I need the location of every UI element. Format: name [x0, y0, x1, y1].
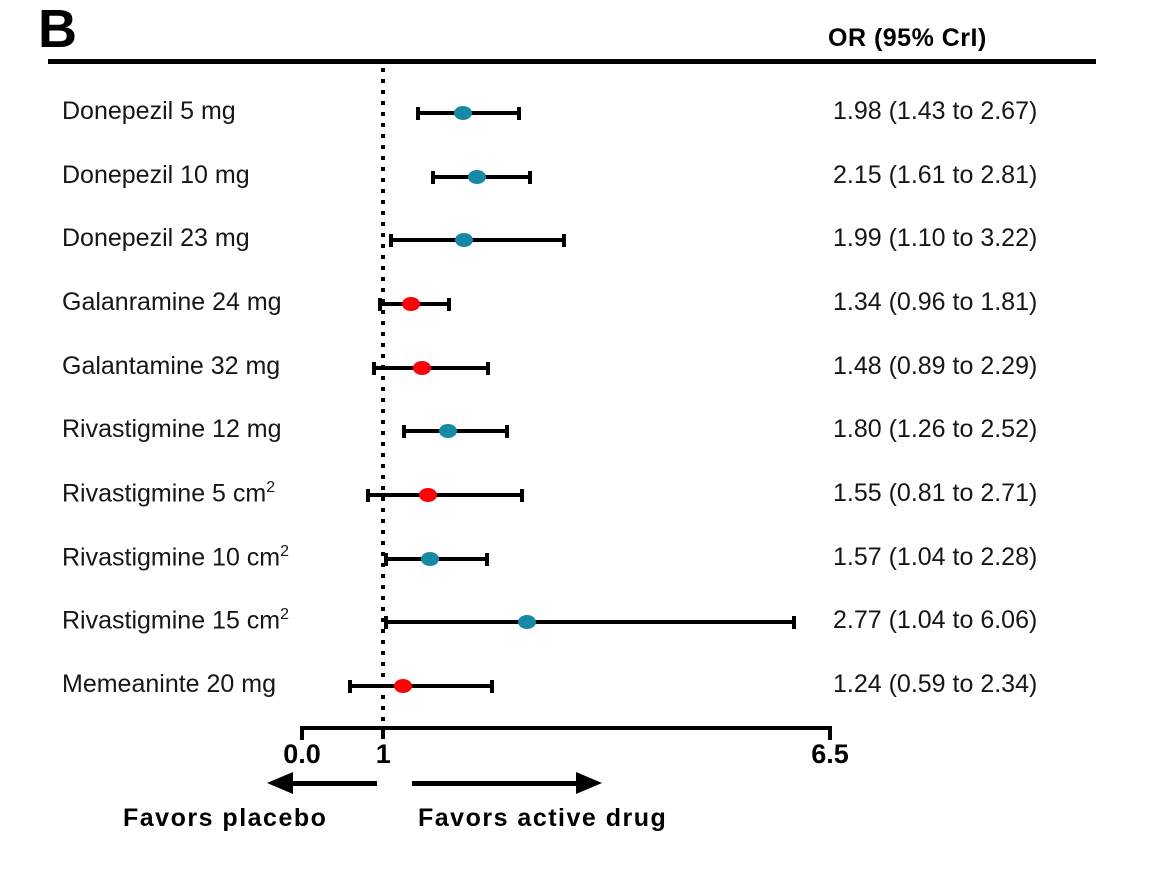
row-label: Donepezil 5 mg	[62, 97, 236, 125]
or-ci-value: 2.77 (1.04 to 6.06)	[833, 606, 1038, 635]
ci-cap	[516, 107, 521, 120]
ci-cap	[486, 361, 491, 375]
axis-tick-mark	[827, 726, 832, 740]
ci-whisker	[391, 238, 564, 243]
point-estimate-dot	[413, 360, 432, 375]
point-estimate-dot	[418, 488, 437, 503]
ci-cap	[504, 425, 509, 439]
x-axis-line	[302, 726, 832, 730]
row-label: Galantamine 32 mg	[62, 351, 281, 380]
ci-whisker	[349, 684, 493, 689]
reference-line-dotted	[381, 68, 385, 726]
ci-cap	[485, 552, 490, 566]
point-estimate-dot	[439, 424, 458, 439]
right-arrowhead-icon	[576, 772, 602, 794]
point-estimate-dot	[467, 169, 486, 184]
row-label: Donepezil 10 mg	[62, 160, 250, 189]
ci-cap	[490, 680, 495, 694]
ci-cap	[561, 234, 566, 248]
point-estimate-dot	[518, 615, 536, 630]
favors-placebo-arrow	[292, 781, 377, 786]
point-estimate-dot	[401, 297, 420, 311]
or-ci-value: 1.57 (1.04 to 2.28)	[833, 542, 1038, 571]
or-column-header: OR (95% CrI)	[828, 24, 987, 52]
axis-tick-mark	[300, 726, 304, 740]
axis-tick-label: 6.5	[811, 739, 849, 769]
or-ci-value: 1.48 (0.89 to 2.29)	[833, 351, 1038, 380]
row-label: Rivastigmine 5 cm2	[62, 479, 276, 508]
or-ci-value: 2.15 (1.61 to 2.81)	[833, 160, 1038, 189]
ci-cap	[384, 552, 389, 566]
row-label: Galanramine 24 mg	[62, 288, 282, 316]
or-ci-value: 1.98 (1.43 to 2.67)	[833, 97, 1038, 125]
axis-tick-label: 1	[375, 739, 391, 769]
or-ci-value: 1.55 (0.81 to 2.71)	[833, 479, 1038, 508]
favors-placebo-label: Favors placebo	[123, 804, 328, 832]
ci-cap	[416, 107, 421, 120]
ci-cap	[377, 298, 382, 311]
row-label: Memeaninte 20 mg	[62, 670, 277, 699]
or-ci-value: 1.99 (1.10 to 3.22)	[833, 224, 1038, 253]
ci-cap	[528, 170, 533, 184]
ci-cap	[447, 298, 452, 311]
ci-cap	[389, 234, 394, 248]
or-ci-value: 1.80 (1.26 to 2.52)	[833, 415, 1038, 444]
or-ci-value: 1.34 (0.96 to 1.81)	[833, 288, 1038, 316]
point-estimate-dot	[453, 106, 472, 120]
row-label: Rivastigmine 12 mg	[62, 415, 282, 444]
or-ci-value: 1.24 (0.59 to 2.34)	[833, 670, 1038, 699]
ci-cap	[384, 616, 389, 630]
favors-active-drug-label: Favors active drug	[418, 804, 668, 832]
ci-cap	[402, 425, 407, 439]
ci-cap	[520, 489, 525, 503]
ci-whisker	[367, 493, 523, 498]
ci-cap	[792, 616, 797, 630]
row-label: Rivastigmine 10 cm2	[62, 542, 290, 572]
point-estimate-dot	[420, 551, 439, 566]
ci-cap	[365, 489, 370, 503]
ci-cap	[347, 680, 352, 694]
ci-whisker	[374, 365, 488, 370]
point-estimate-dot	[393, 679, 412, 694]
favors-active-arrow	[412, 781, 578, 786]
ci-cap	[430, 170, 435, 184]
left-arrowhead-icon	[267, 772, 293, 794]
axis-tick-mark	[381, 726, 386, 739]
row-label: Donepezil 23 mg	[62, 224, 250, 253]
axis-tick-label: 0.0	[283, 739, 321, 769]
row-label: Rivastigmine 15 cm2	[62, 606, 290, 635]
header-rule	[48, 59, 1096, 64]
ci-whisker	[386, 620, 795, 625]
ci-cap	[372, 361, 377, 375]
panel-label: B	[38, 0, 78, 59]
point-estimate-dot	[454, 233, 473, 248]
